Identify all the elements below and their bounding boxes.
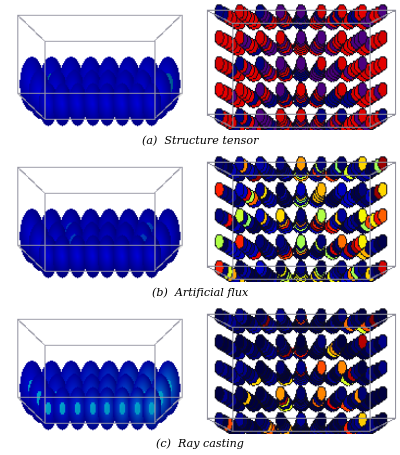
Text: (c)  Ray casting: (c) Ray casting xyxy=(156,439,244,449)
Text: (b)  Artificial flux: (b) Artificial flux xyxy=(152,288,248,298)
Text: (a)  Structure tensor: (a) Structure tensor xyxy=(142,136,258,147)
